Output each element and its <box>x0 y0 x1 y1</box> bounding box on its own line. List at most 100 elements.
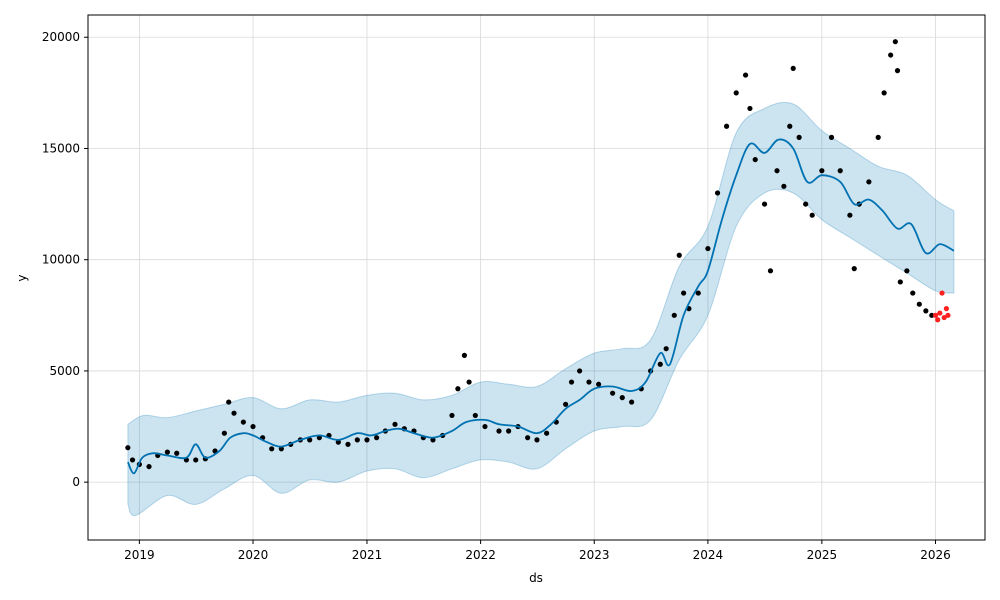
observed-point <box>657 361 663 367</box>
recent-points <box>932 290 951 323</box>
observed-point <box>787 123 793 129</box>
uncertainty-band <box>127 101 955 517</box>
recent-point <box>937 310 943 316</box>
observed-point <box>916 301 922 307</box>
observed-point <box>496 428 502 434</box>
observed-point <box>875 134 881 140</box>
recent-point <box>939 290 945 296</box>
observed-point <box>923 308 929 314</box>
observed-point <box>892 39 898 45</box>
observed-point <box>671 312 677 318</box>
observed-point <box>596 381 602 387</box>
observed-point <box>568 379 575 385</box>
observed-point <box>676 252 682 258</box>
observed-point <box>461 352 468 358</box>
y-tick-label: 0 <box>72 475 80 489</box>
observed-point <box>345 441 351 447</box>
observed-point <box>705 245 711 252</box>
observed-point <box>629 399 635 405</box>
observed-point <box>586 379 592 385</box>
y-tick-label: 10000 <box>42 253 80 267</box>
observed-point <box>851 266 857 272</box>
observed-point <box>525 435 531 441</box>
forecast-line <box>127 138 955 475</box>
x-axis: 2019 2020 2021 2022 2023 2024 2025 2026 <box>124 540 951 562</box>
observed-point <box>231 410 237 416</box>
observed-point <box>250 423 256 430</box>
observed-point <box>761 201 768 207</box>
observed-point <box>888 52 894 58</box>
observed-point <box>472 412 478 419</box>
y-axis: 0 5000 10000 15000 20000 <box>42 30 88 489</box>
y-tick-label: 15000 <box>42 141 80 155</box>
x-tick-label: 2026 <box>920 548 951 562</box>
plot-frame <box>87 14 986 541</box>
x-tick-label: 2021 <box>352 548 383 562</box>
observed-point <box>534 437 540 443</box>
observed-point <box>819 168 825 174</box>
observed-point <box>164 449 170 455</box>
observed-point <box>506 428 512 434</box>
observed-point <box>847 212 853 218</box>
observed-point <box>269 446 275 452</box>
x-tick-label: 2019 <box>124 548 155 562</box>
x-tick-label: 2024 <box>693 548 724 562</box>
observed-point <box>774 168 780 174</box>
observed-point <box>374 435 380 441</box>
observed-point <box>482 423 488 430</box>
observed-points <box>125 39 935 470</box>
x-tick-label: 2020 <box>238 548 269 562</box>
observed-point <box>894 68 901 74</box>
observed-point <box>129 457 136 463</box>
observed-point <box>723 123 730 129</box>
observed-point <box>910 290 916 296</box>
observed-point <box>364 437 370 443</box>
y-axis-label: y <box>15 274 29 281</box>
grid <box>88 15 985 540</box>
observed-point <box>619 395 625 401</box>
observed-point <box>747 105 753 112</box>
observed-point <box>904 268 910 274</box>
observed-point <box>449 412 455 419</box>
observed-point <box>226 399 232 405</box>
observed-point <box>767 268 774 274</box>
observed-point <box>221 430 227 436</box>
observed-point <box>803 201 809 207</box>
observed-point <box>752 156 758 163</box>
observed-point <box>733 90 739 96</box>
observed-point <box>146 463 152 470</box>
recent-point <box>932 312 939 318</box>
observed-point <box>663 346 669 352</box>
observed-point <box>796 134 802 140</box>
observed-point <box>790 65 796 71</box>
observed-point <box>610 390 616 396</box>
observed-point <box>681 290 687 296</box>
recent-point <box>945 312 951 318</box>
observed-point <box>455 386 461 392</box>
observed-point <box>809 212 815 218</box>
observed-point <box>897 279 903 285</box>
observed-point <box>544 430 550 436</box>
observed-point <box>577 368 583 374</box>
recent-point <box>935 317 941 323</box>
x-tick-label: 2022 <box>465 548 496 562</box>
observed-point <box>125 445 131 451</box>
observed-point <box>240 419 246 425</box>
observed-point <box>881 90 887 96</box>
observed-point <box>466 379 472 385</box>
observed-point <box>714 190 721 196</box>
y-tick-label: 5000 <box>49 364 80 378</box>
observed-point <box>174 450 180 456</box>
recent-point <box>941 314 947 321</box>
observed-point <box>563 401 569 407</box>
observed-point <box>335 439 341 445</box>
x-axis-label: ds <box>529 571 543 585</box>
x-tick-label: 2025 <box>807 548 838 562</box>
observed-point <box>695 290 701 296</box>
observed-point <box>307 437 313 443</box>
observed-point <box>866 179 872 185</box>
x-tick-label: 2023 <box>579 548 610 562</box>
observed-point <box>193 457 199 463</box>
observed-point <box>392 421 398 427</box>
